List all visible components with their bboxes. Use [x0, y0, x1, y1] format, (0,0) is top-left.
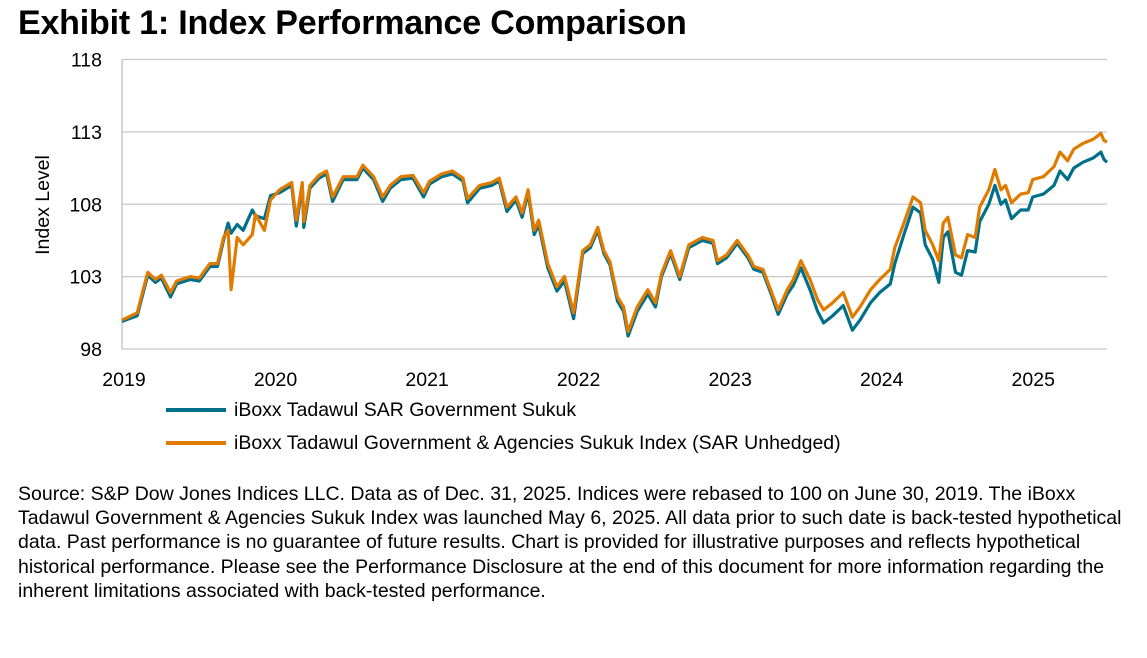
x-tick-label: 2020: [254, 369, 298, 391]
source-footnote: Source: S&P Dow Jones Indices LLC. Data …: [18, 483, 1122, 602]
series-line-1: [121, 131, 1108, 334]
x-tick-labels: 2019 2020 2021 2022 2023 2024 2025: [102, 369, 1055, 391]
chart-title: Exhibit 1: Index Performance Comparison: [18, 4, 687, 42]
x-tick-label: 2024: [860, 369, 904, 391]
legend-label: iBoxx Tadawul Government & Agencies Suku…: [234, 431, 841, 454]
series-lines: [121, 131, 1109, 338]
x-tick-label: 2022: [557, 369, 600, 391]
y-tick-label: 118: [71, 50, 102, 72]
y-tick-label: 108: [69, 194, 102, 216]
x-tick-label: 2021: [405, 369, 448, 391]
x-tick-label: 2023: [708, 369, 751, 391]
legend-swatch-orange: [166, 441, 226, 445]
series-line-0: [121, 150, 1109, 338]
y-tick-label: 103: [69, 267, 102, 289]
legend-item-government-agencies-sukuk: iBoxx Tadawul Government & Agencies Suku…: [166, 431, 841, 455]
y-tick-labels: 98 103 108 113 118: [69, 50, 102, 362]
y-tick-label: 113: [71, 122, 102, 144]
y-axis-label: Index Level: [32, 155, 54, 255]
legend-item-sar-government-sukuk: iBoxx Tadawul SAR Government Sukuk: [166, 398, 576, 422]
y-tick-label: 98: [80, 339, 102, 361]
x-tick-label: 2025: [1012, 369, 1056, 391]
legend-swatch-teal: [166, 408, 226, 412]
x-tick-label: 2019: [102, 369, 145, 391]
legend-label: iBoxx Tadawul SAR Government Sukuk: [234, 398, 577, 421]
